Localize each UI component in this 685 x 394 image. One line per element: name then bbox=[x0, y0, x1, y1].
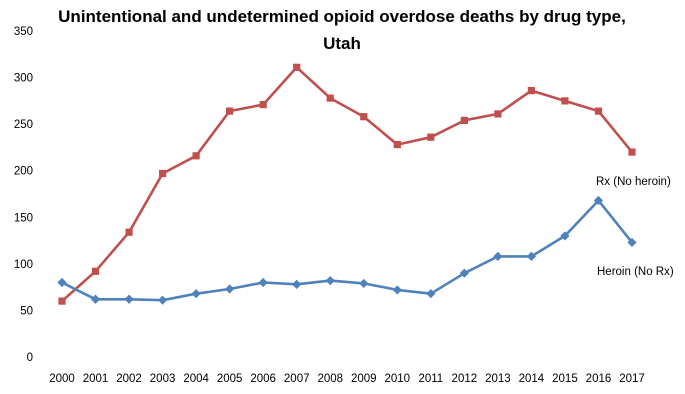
data-point-square bbox=[58, 297, 66, 305]
data-point-square bbox=[427, 133, 435, 141]
y-tick-label: 350 bbox=[14, 26, 33, 38]
data-point-square bbox=[494, 110, 502, 118]
y-tick-label: 50 bbox=[20, 305, 33, 317]
series-layer bbox=[57, 63, 637, 305]
y-tick-label: 250 bbox=[14, 119, 33, 131]
y-tick-label: 0 bbox=[27, 352, 33, 364]
x-tick-label: 2013 bbox=[485, 373, 511, 385]
data-point-diamond bbox=[359, 278, 369, 289]
x-tick-label: 2006 bbox=[250, 373, 276, 385]
data-point-square bbox=[326, 94, 334, 102]
x-axis-ticks: 2000 2001 2002 2003 2004 2005 2006 2007 2008 2009… bbox=[49, 373, 645, 385]
x-tick-label: 2015 bbox=[552, 373, 578, 385]
data-point-square bbox=[192, 152, 200, 160]
data-point-diamond bbox=[90, 294, 101, 304]
y-tick-label: 300 bbox=[14, 73, 33, 85]
data-point-diamond bbox=[225, 284, 235, 294]
x-tick-label: 2004 bbox=[183, 373, 209, 385]
data-point-diamond bbox=[593, 195, 604, 206]
x-tick-label: 2007 bbox=[284, 373, 310, 385]
x-tick-label: 2001 bbox=[83, 373, 109, 385]
y-tick-label: 100 bbox=[14, 259, 33, 271]
x-tick-label: 2008 bbox=[317, 373, 343, 385]
series-label-heroin: Heroin (No Rx) bbox=[597, 266, 674, 278]
data-point-square bbox=[393, 141, 401, 149]
y-axis-ticks: 0 50 100 150 200 250 300 350 bbox=[14, 26, 33, 364]
x-tick-label: 2011 bbox=[418, 373, 443, 385]
y-tick-label: 200 bbox=[14, 166, 33, 178]
x-tick-label: 2017 bbox=[619, 373, 645, 385]
data-point-diamond bbox=[627, 237, 637, 248]
series-label-rx: Rx (No heroin) bbox=[596, 176, 671, 188]
data-point-diamond bbox=[258, 277, 268, 288]
y-tick-label: 150 bbox=[14, 212, 33, 224]
data-point-diamond bbox=[292, 279, 302, 289]
series-heroin-no-rx bbox=[57, 195, 637, 305]
data-point-diamond bbox=[560, 231, 570, 241]
data-point-diamond bbox=[325, 276, 335, 286]
x-tick-label: 2010 bbox=[384, 373, 410, 385]
data-point-diamond bbox=[526, 251, 537, 262]
x-tick-label: 2009 bbox=[351, 373, 377, 385]
chart-subtitle: Utah bbox=[323, 34, 361, 53]
x-tick-label: 2012 bbox=[452, 373, 478, 385]
data-point-square bbox=[226, 107, 234, 115]
x-tick-label: 2003 bbox=[150, 373, 176, 385]
x-tick-label: 2005 bbox=[217, 373, 243, 385]
data-point-diamond bbox=[191, 289, 201, 299]
data-point-diamond bbox=[157, 295, 168, 305]
series-rx-no-heroin bbox=[58, 63, 636, 305]
series-line bbox=[61, 199, 634, 302]
data-point-diamond bbox=[392, 285, 402, 295]
data-point-square bbox=[360, 113, 368, 121]
data-point-square bbox=[561, 97, 569, 105]
data-point-square bbox=[91, 267, 100, 275]
data-point-diamond bbox=[57, 277, 67, 288]
data-point-square bbox=[259, 101, 267, 109]
data-point-diamond bbox=[493, 251, 503, 262]
series-line bbox=[61, 66, 634, 303]
data-point-square bbox=[293, 63, 301, 71]
data-point-square bbox=[125, 228, 133, 236]
data-point-square bbox=[460, 116, 468, 124]
data-point-square bbox=[594, 107, 603, 115]
data-point-square bbox=[628, 148, 636, 156]
chart-title: Unintentional and undetermined opioid ov… bbox=[58, 7, 626, 26]
data-point-square bbox=[527, 87, 535, 95]
x-tick-label: 2014 bbox=[519, 373, 545, 385]
x-tick-label: 2000 bbox=[49, 373, 75, 385]
x-tick-label: 2002 bbox=[116, 373, 142, 385]
x-tick-label: 2016 bbox=[586, 373, 612, 385]
data-point-square bbox=[159, 169, 167, 178]
data-point-diamond bbox=[124, 294, 134, 304]
data-point-diamond bbox=[426, 289, 436, 299]
data-point-diamond bbox=[459, 268, 469, 278]
